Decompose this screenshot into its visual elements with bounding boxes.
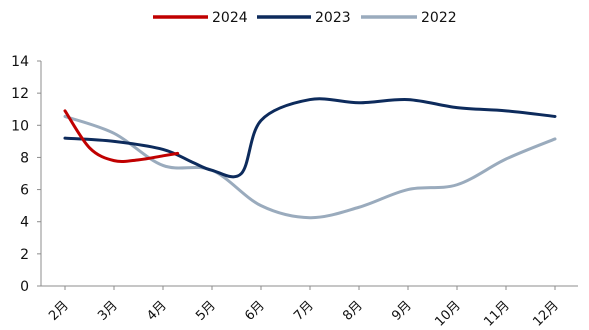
series-line-2023 (63, 97, 557, 179)
legend-label-2023: 2023 (315, 10, 351, 26)
y-tick-label: 8 (20, 150, 29, 166)
axes: 0 2 4 6 8 10 12 14 2月 3月 4月 5月 6月 7月 8月 9月 10月 11月 12月 (11, 54, 578, 330)
x-tick-label: 6月 (242, 298, 268, 324)
series-line-2024 (63, 109, 180, 163)
legend-label-2022: 2022 (421, 10, 457, 26)
x-tick-label: 3月 (95, 298, 121, 324)
y-tick-label: 2 (20, 247, 29, 263)
x-tick-label: 4月 (144, 298, 170, 324)
y-tick-label: 12 (11, 86, 29, 102)
y-tick-label: 14 (11, 54, 29, 70)
legend: 2024 2023 2022 (153, 10, 457, 26)
x-tick-label: 9月 (389, 298, 415, 324)
x-tick-label: 11月 (481, 298, 512, 329)
y-tick-label: 0 (20, 279, 29, 295)
y-tick-label: 10 (11, 118, 29, 134)
y-tick-label: 4 (20, 215, 29, 231)
x-tick-label: 7月 (291, 298, 317, 324)
x-tick-label: 10月 (432, 298, 463, 329)
x-tick-label: 8月 (340, 298, 366, 324)
x-tick-label: 5月 (193, 298, 219, 324)
series-lines (63, 97, 557, 220)
x-tick-label: 12月 (530, 298, 561, 329)
x-tick-label: 2月 (46, 298, 72, 324)
y-tick-label: 6 (20, 183, 29, 199)
series-line-2022 (63, 114, 557, 220)
legend-label-2024: 2024 (212, 10, 248, 26)
